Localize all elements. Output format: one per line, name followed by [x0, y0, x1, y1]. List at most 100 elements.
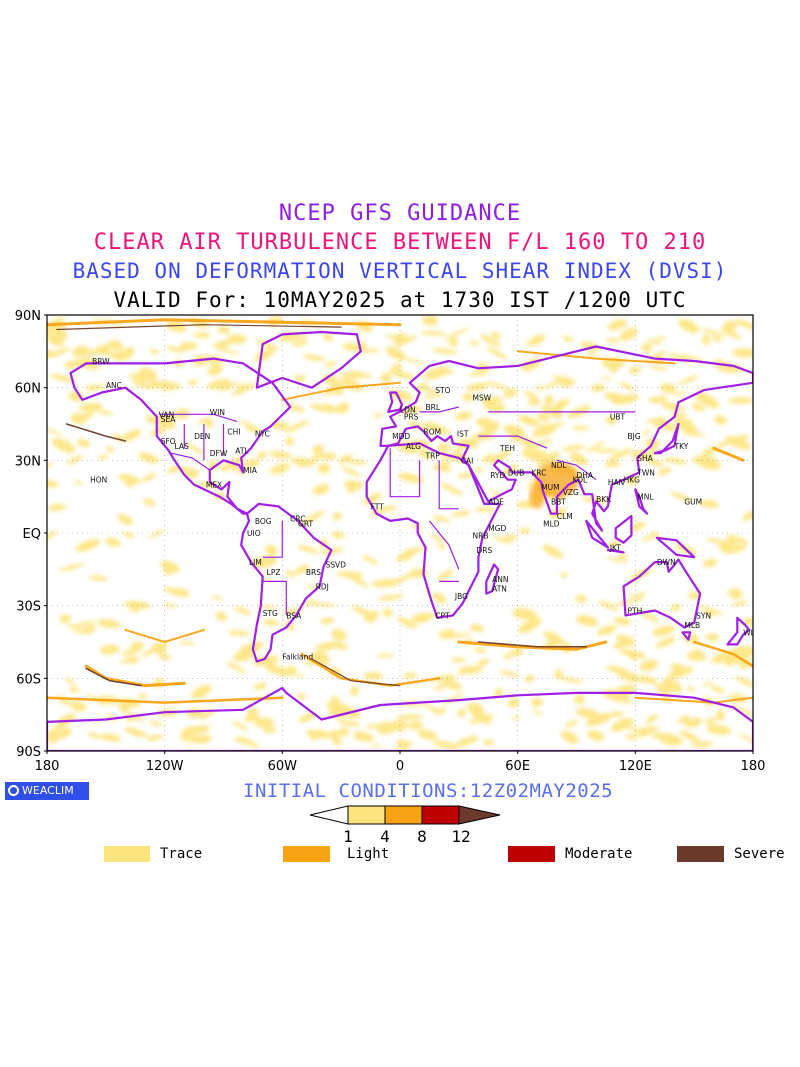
station-label-den: DEN: [194, 432, 210, 441]
lon-tick-label: 120E: [619, 759, 652, 774]
station-label-ftt: FTT: [371, 502, 385, 511]
brand-label: WEACLIM: [22, 784, 74, 797]
station-label-ist: IST: [457, 430, 469, 439]
lat-tick-label: 30N: [15, 454, 41, 469]
colorbar-tick-8: 8: [417, 827, 427, 846]
station-label-alg: ALG: [406, 442, 421, 451]
station-label-bsa: BSA: [286, 611, 302, 620]
station-label-mum: MUM: [541, 483, 559, 492]
station-label-bbt: BBT: [551, 498, 566, 507]
station-label-jbg: JBG: [454, 592, 468, 601]
colorbar-tick-1: 1: [343, 827, 353, 846]
station-label-atn: ATN: [492, 585, 507, 594]
station-label-win: WIN: [210, 408, 225, 417]
station-label-teh: TEH: [499, 444, 515, 453]
station-label-ann: ANN: [492, 575, 508, 584]
station-label-syn: SYN: [696, 611, 711, 620]
station-label-falkland: Falkland: [282, 653, 313, 662]
station-label-van: VAN: [159, 410, 174, 419]
station-label-dfw: DFW: [210, 449, 228, 458]
station-label-gum: GUM: [684, 498, 702, 507]
station-label-ryd: RYD: [490, 471, 505, 480]
station-label-las: LAS: [174, 442, 188, 451]
valid-time-label: VALID For: 10MAY2025 at 1730 IST /1200 U…: [113, 288, 687, 312]
colorbar-tick-12: 12: [451, 827, 470, 846]
station-label-anc: ANC: [106, 381, 122, 390]
station-label-nrb: NRB: [473, 531, 489, 540]
station-label-crc: CRC: [290, 514, 305, 523]
coastlines: [47, 330, 753, 751]
station-label-mld: MLD: [543, 519, 560, 528]
brand-ring-icon: [8, 784, 19, 796]
station-label-vzg: VZG: [563, 488, 579, 497]
station-label-drs: DRS: [476, 546, 492, 555]
station-label-jkt: JKT: [609, 544, 622, 553]
lon-tick-label: 120W: [146, 759, 184, 774]
lon-tick-label: 180: [35, 759, 60, 774]
lat-tick-label: 60N: [15, 382, 41, 397]
station-label-sfo: SFO: [161, 437, 176, 446]
colorbar-low-arrow: [309, 805, 349, 825]
station-label-grt: GRT: [298, 519, 313, 528]
station-label-nyc: NYC: [255, 430, 270, 439]
station-label-krc: KRC: [531, 468, 546, 477]
chart-title: NCEP GFS GUIDANCE: [278, 201, 522, 226]
station-label-rom: ROM: [424, 427, 442, 436]
station-label-stg: STG: [263, 609, 278, 618]
station-label-mnl: MNL: [637, 493, 654, 502]
colorbar-tick-4: 4: [380, 827, 390, 846]
initial-conditions-label: INITIAL CONDITIONS:12Z02MAY2025: [243, 780, 614, 802]
lat-tick-label: 90N: [15, 309, 41, 324]
station-label-sha: SHA: [637, 454, 653, 463]
station-label-lpz: LPZ: [267, 568, 281, 577]
station-label-ubt: UBT: [610, 413, 626, 422]
station-label-bog: BOG: [255, 517, 272, 526]
station-label-clm: CLM: [557, 512, 573, 521]
lat-tick-label: 30S: [16, 600, 41, 615]
legend-swatch-light: [283, 846, 330, 862]
station-label-cai: CAI: [461, 456, 474, 465]
station-label-bkk: BKK: [596, 495, 612, 504]
colorbar-severe-arrow: [458, 805, 501, 825]
legend-label-moderate: Moderate: [565, 846, 633, 862]
station-label-pth: PTH: [627, 607, 642, 616]
station-label-ssvd: SSVD: [325, 560, 346, 569]
station-label-mlb: MLB: [684, 621, 700, 630]
station-label-han: HAN: [608, 478, 624, 487]
station-label-twn: TWN: [636, 468, 655, 477]
station-label-mex: MEX: [206, 481, 222, 490]
station-label-sto: STO: [435, 386, 450, 395]
station-label-trp: TRP: [424, 451, 440, 460]
lon-tick-label: 60W: [268, 759, 298, 774]
colorbar-light: [384, 805, 423, 825]
lon-tick-label: 60E: [505, 759, 530, 774]
station-label-msw: MSW: [473, 393, 492, 402]
lon-tick-label: 0: [396, 759, 404, 774]
station-label-dwn: DWN: [657, 558, 676, 567]
turbulence-field: [47, 315, 753, 751]
chart-subtitle-method: BASED ON DEFORMATION VERTICAL SHEAR INDE…: [72, 259, 728, 283]
legend-swatch-severe: [677, 846, 724, 862]
station-label-brs: BRS: [306, 568, 321, 577]
station-label-tky: TKY: [674, 442, 689, 451]
station-label-hkg: HKG: [624, 476, 641, 485]
station-label-bjg: BJG: [627, 432, 640, 441]
station-label-lim: LIM: [249, 558, 262, 567]
station-label-wlt: WLT: [743, 628, 759, 637]
station-label-ndl: NDL: [551, 461, 567, 470]
legend-label-trace: Trace: [160, 846, 203, 862]
station-label-ade: ADE: [488, 498, 504, 507]
colorbar-trace: [347, 805, 386, 825]
station-label-mgd: MGD: [488, 524, 506, 533]
legend-label-light: Light: [347, 846, 390, 862]
station-label-rdj: RDJ: [316, 582, 329, 591]
lon-tick-label: 180: [741, 759, 766, 774]
station-label-dha: DHA: [577, 471, 594, 480]
station-label-hon: HON: [90, 476, 107, 485]
lat-tick-label: 90S: [16, 745, 41, 760]
lat-tick-label: 60S: [16, 672, 41, 687]
station-label-chi: CHI: [227, 427, 240, 436]
colorbar-moderate: [421, 805, 460, 825]
legend-label-severe: Severe: [734, 846, 785, 862]
